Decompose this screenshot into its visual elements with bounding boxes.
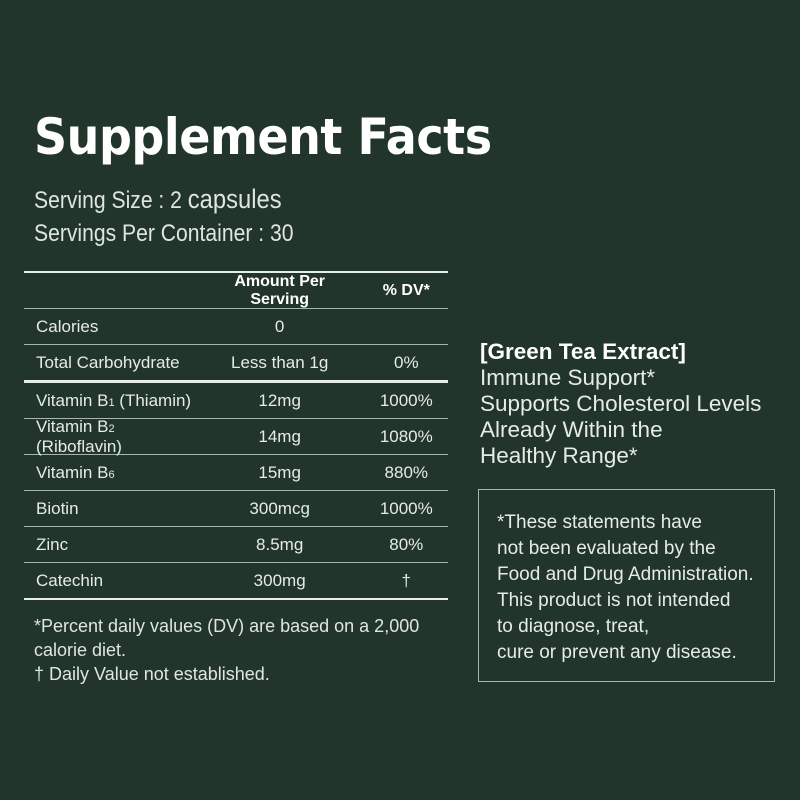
table-header: Amount Per Serving % DV*: [24, 273, 448, 309]
amount-cell: 300mg: [253, 570, 306, 590]
nutrient-name: Zinc: [36, 534, 69, 554]
nutrient-name: Catechin: [36, 570, 104, 590]
disclaimer-line: cure or prevent any disease.: [497, 642, 737, 663]
table-row: Total Carbohydrate Less than 1g 0%: [24, 345, 448, 383]
footnote-dagger: † Daily Value not established.: [34, 664, 270, 684]
nutrient-cell: Zinc: [24, 535, 205, 555]
nutrient-cell: Vitamin B6: [24, 463, 205, 483]
table-row: Vitamin B6 15mg 880%: [24, 455, 448, 491]
amount-cell: 8.5mg: [256, 534, 304, 554]
serving-size-unit: capsules: [187, 184, 282, 214]
benefit-line: Already Within the: [480, 417, 663, 442]
nutrient-subscript: 1: [108, 396, 115, 409]
servings-value: 30: [269, 220, 294, 247]
nutrient-subscript: 6: [108, 468, 115, 481]
nutrient-cell: Biotin: [24, 499, 205, 519]
amount-cell: 12mg: [258, 390, 301, 410]
amount-cell: 300mcg: [249, 498, 310, 518]
disclaimer-line: *These statements have: [497, 512, 702, 533]
disclaimer-line: not been evaluated by the: [497, 538, 716, 559]
benefit-line: Supports Cholesterol Levels: [480, 391, 762, 416]
nutrient-cell: Total Carbohydrate: [24, 353, 205, 373]
dv-cell: 880%: [384, 462, 429, 482]
fda-disclaimer-box: *These statements have not been evaluate…: [478, 489, 775, 682]
table-row: Vitamin B2 (Riboflavin) 14mg 1080%: [24, 417, 448, 457]
nutrient-name: Total Carbohydrate: [36, 352, 180, 372]
supplement-facts-table: Amount Per Serving % DV* Calories 0 Total …: [24, 271, 448, 600]
green-tea-section: [Green Tea Extract] Immune Support* Supp…: [480, 339, 761, 469]
nutrient-subscript: 2: [108, 422, 115, 435]
disclaimer-line: This product is not intended: [497, 590, 731, 611]
table-row: Vitamin B1 (Thiamin) 12mg 1000%: [24, 383, 448, 419]
nutrient-suffix: (Riboflavin): [36, 436, 122, 456]
serving-size-label: Serving Size : 2: [34, 187, 182, 214]
dv-cell: 1000%: [379, 390, 433, 410]
nutrient-name: Vitamin B: [36, 462, 109, 482]
servings-per-container: Servings Per Container : 30: [34, 220, 293, 248]
benefit-line: Healthy Range*: [480, 443, 638, 468]
header-dv: % DV*: [382, 281, 430, 299]
table-row: Calories 0: [24, 309, 448, 345]
footnote-dv: *Percent daily values (DV) are based on …: [34, 616, 420, 660]
table-row: Biotin 300mcg 1000%: [24, 491, 448, 527]
amount-cell: Less than 1g: [230, 352, 329, 372]
dv-cell: 1000%: [379, 498, 433, 518]
disclaimer-line: Food and Drug Administration.: [497, 564, 754, 585]
dv-cell: †: [401, 570, 412, 590]
green-tea-heading: [Green Tea Extract]: [480, 339, 686, 364]
amount-cell: 14mg: [258, 426, 301, 446]
dv-cell: 1080%: [379, 426, 433, 446]
serving-size: Serving Size : 2 capsules: [34, 184, 282, 215]
page-title: Supplement Facts: [34, 108, 492, 166]
table-row: Catechin 300mg †: [24, 563, 448, 600]
footnotes: *Percent daily values (DV) are based on …: [34, 614, 434, 686]
nutrient-name: Biotin: [36, 498, 79, 518]
benefit-line: Immune Support*: [480, 365, 656, 390]
nutrient-cell: Calories: [24, 317, 205, 337]
amount-cell: 15mg: [258, 462, 301, 482]
servings-label: Servings Per Container :: [34, 220, 265, 247]
nutrient-name: Calories: [36, 316, 99, 336]
disclaimer-line: to diagnose, treat,: [497, 616, 650, 637]
amount-cell: 0: [274, 316, 285, 336]
nutrient-cell: Vitamin B2 (Riboflavin): [24, 417, 205, 457]
nutrient-suffix: (Thiamin): [114, 390, 192, 410]
nutrient-cell: Vitamin B1 (Thiamin): [24, 391, 205, 411]
nutrient-name: Vitamin B: [36, 390, 109, 410]
table-row: Zinc 8.5mg 80%: [24, 527, 448, 563]
dv-cell: 80%: [389, 534, 424, 554]
dv-cell: 0%: [393, 352, 419, 372]
nutrient-cell: Catechin: [24, 571, 205, 591]
header-amount: Amount Per Serving: [234, 272, 325, 308]
nutrient-name: Vitamin B: [36, 416, 109, 436]
